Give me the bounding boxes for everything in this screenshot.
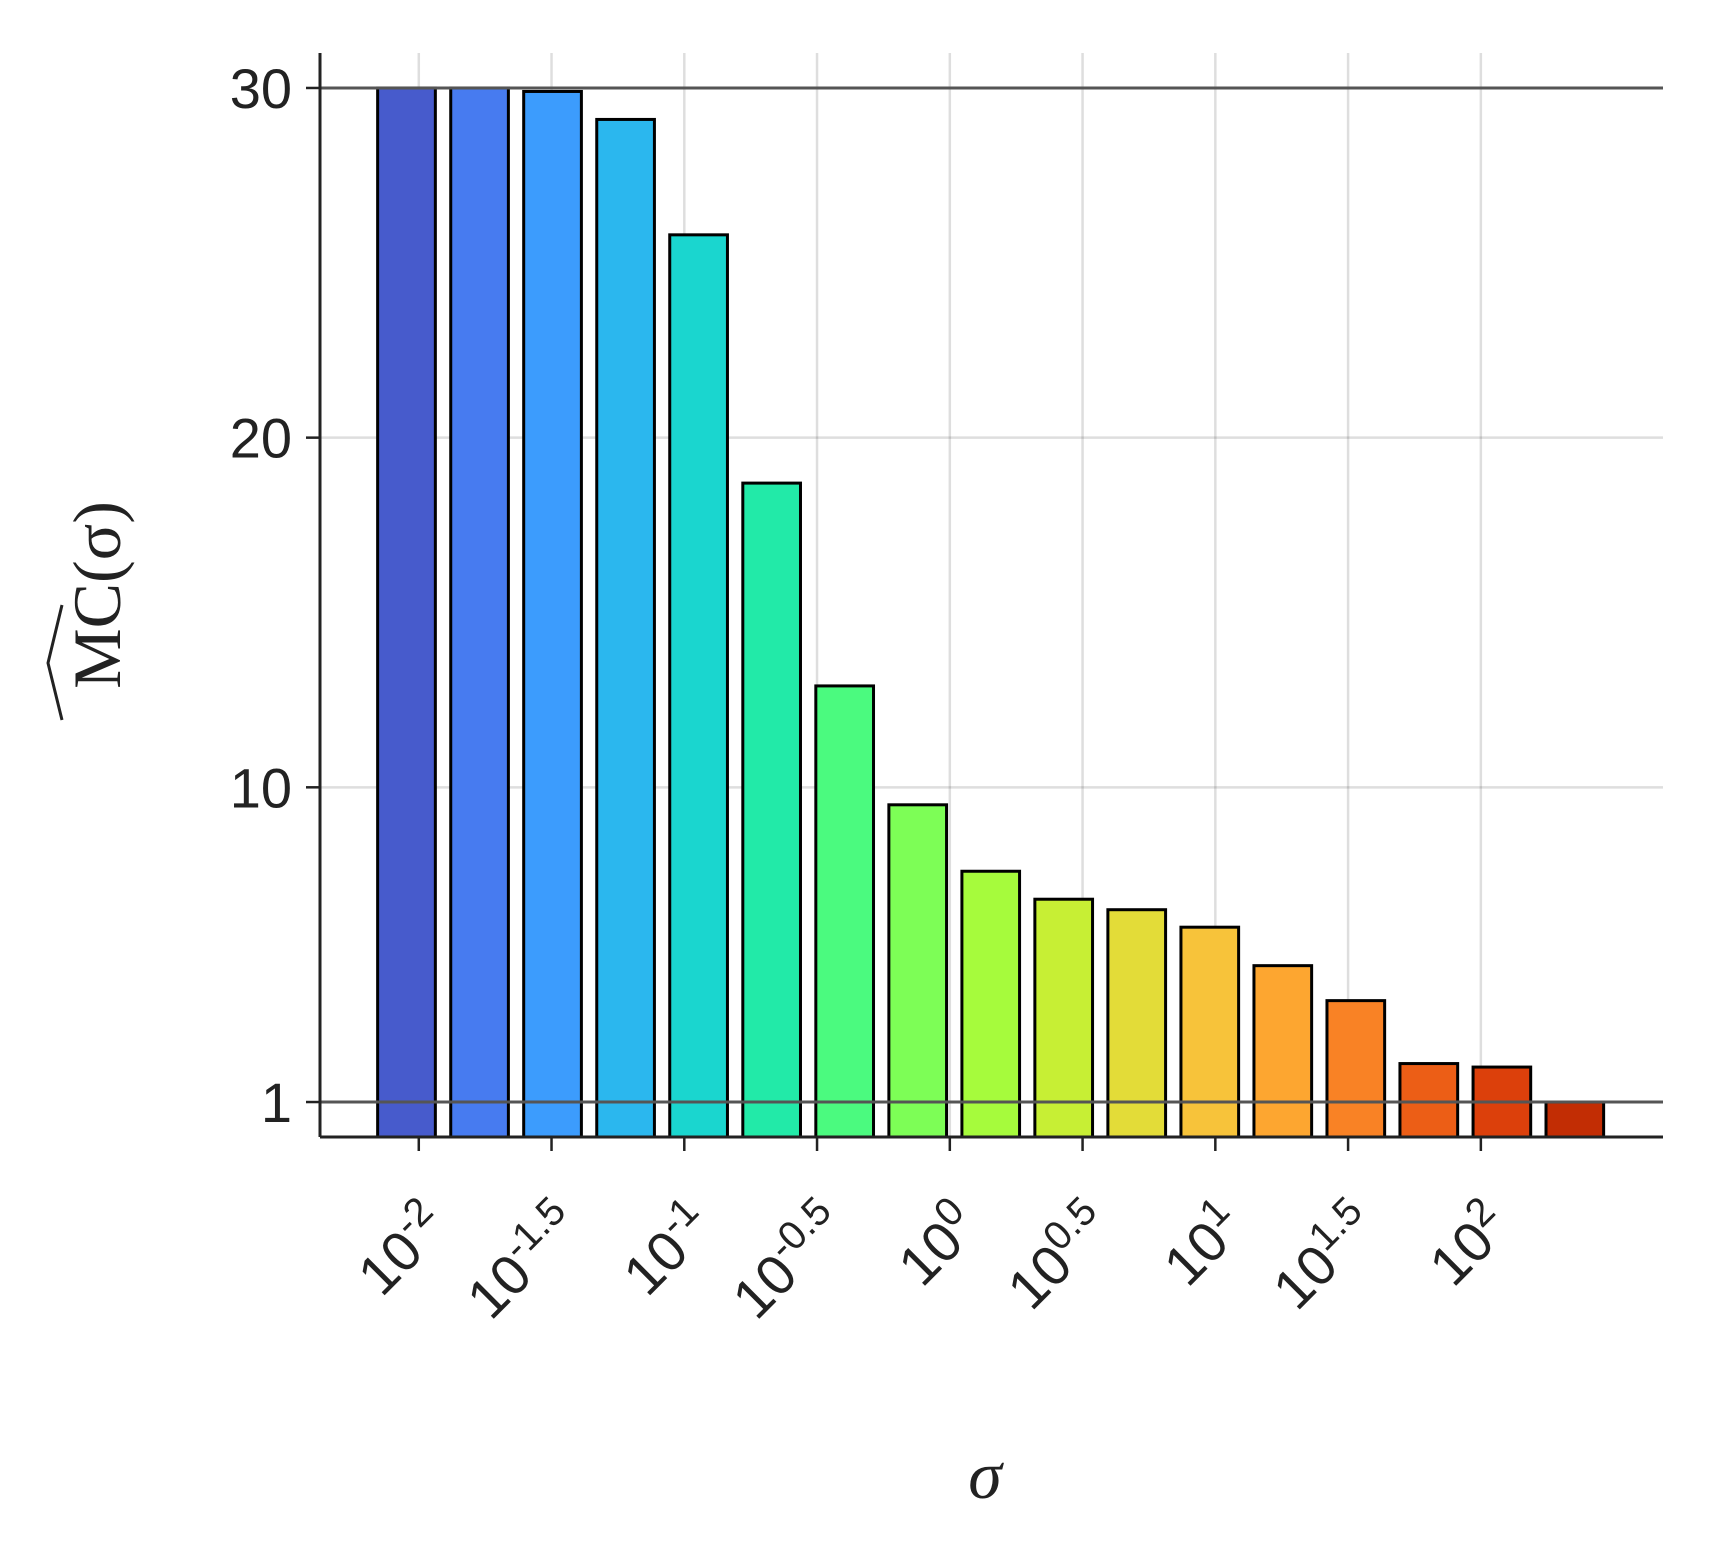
x-tick-label-group: 101 [1147,1189,1256,1298]
x-tick-label-group: 10-1 [607,1189,725,1307]
x-tick-label-group: 101.5 [1256,1189,1388,1321]
x-tick-label: 102 [1413,1189,1522,1298]
bar [1106,908,1168,1139]
x-axis-label: σ [968,1437,1004,1513]
x-tick-label: 10-1.5 [450,1189,592,1331]
y-tick-label: 20 [230,407,292,470]
y-tick-label: 30 [230,57,292,120]
x-tick-label: 101.5 [1256,1189,1388,1321]
x-tick-label-group: 102 [1413,1189,1522,1298]
bar [668,233,729,1139]
bar [1252,964,1314,1139]
bar [1033,897,1095,1139]
x-tick-label-group: 10-0.5 [716,1189,858,1331]
x-tick-label: 10-1 [607,1189,725,1307]
y-axis-label-group: MC(σ) [46,501,135,721]
bar [814,684,876,1139]
x-tick-label: 10-2 [341,1189,459,1307]
x-tick-label-group: 100 [882,1189,991,1298]
y-tick-label: 10 [230,756,292,819]
y-label-hat [46,604,64,721]
x-tick-label: 100.5 [991,1189,1123,1321]
bar [1325,999,1387,1139]
bar [449,86,510,1139]
x-tick-label: 100 [882,1189,991,1298]
bar [522,89,583,1139]
x-tick-label: 10-0.5 [716,1189,858,1331]
y-tick-label: 1 [261,1071,292,1134]
x-tick-label: 101 [1147,1189,1256,1298]
x-tick-label-group: 10-2 [341,1189,459,1307]
bar [1398,1062,1460,1139]
bar [960,869,1022,1139]
bar [1179,925,1241,1139]
bar [595,117,656,1139]
bar [887,803,949,1139]
bar [741,481,802,1139]
y-axis-label: MC(σ) [59,501,135,689]
x-tick-label-group: 100.5 [991,1189,1123,1321]
bar [1544,1100,1606,1139]
x-tick-label-group: 10-1.5 [450,1189,592,1331]
bar [376,86,437,1139]
